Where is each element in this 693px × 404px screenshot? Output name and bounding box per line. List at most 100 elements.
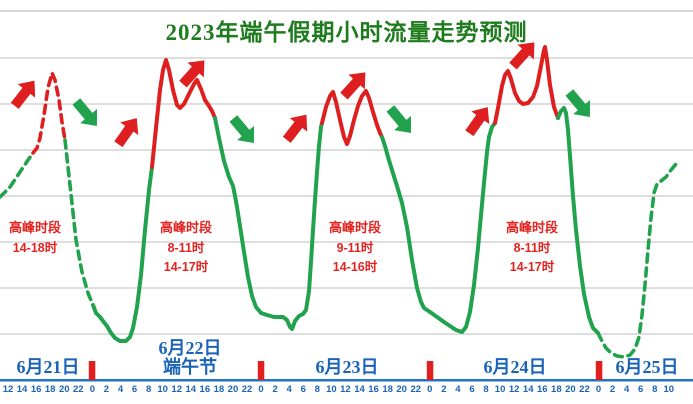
peak-period-time: 8-11时 bbox=[513, 240, 551, 255]
hour-tick-label: 22 bbox=[579, 384, 590, 395]
fall-arrow-icon bbox=[72, 98, 97, 127]
hour-tick-label: 10 bbox=[326, 384, 337, 395]
hour-tick-label: 16 bbox=[368, 384, 379, 395]
peak-period-heading: 高峰时段 bbox=[505, 220, 559, 235]
hour-tick-label: 10 bbox=[494, 384, 506, 395]
peak-period-time: 14-17时 bbox=[509, 260, 555, 274]
curve-segment-7 bbox=[380, 121, 497, 334]
curve-segment-2 bbox=[63, 138, 95, 307]
hour-tick-label: 14 bbox=[16, 384, 28, 395]
date-label: 6月21日 bbox=[17, 358, 80, 377]
date-text: 6月23日 bbox=[315, 357, 379, 377]
hour-tick-label: 16 bbox=[199, 384, 211, 395]
midnight-marker bbox=[426, 361, 434, 380]
hour-tick-label: 20 bbox=[58, 384, 70, 395]
date-label: 6月25日 bbox=[616, 358, 679, 377]
date-label: 6月23日 bbox=[316, 358, 379, 377]
rise-arrow-icon bbox=[509, 42, 535, 70]
date-label: 6月24日 bbox=[484, 358, 547, 377]
peak-period-heading: 高峰时段 bbox=[159, 220, 213, 235]
hour-tick-label: 20 bbox=[565, 384, 576, 395]
hour-tick-label: 0 bbox=[89, 384, 96, 395]
hour-tick-label: 8 bbox=[145, 384, 152, 395]
hour-tick-label: 6 bbox=[131, 384, 138, 395]
peak-period-label: 高峰时段 9-11时 14-16时 bbox=[329, 218, 381, 278]
hour-tick-label: 12 bbox=[340, 384, 351, 395]
hour-tick-label: 2 bbox=[441, 384, 447, 395]
hour-tick-label: 16 bbox=[30, 384, 42, 395]
date-text: 6月24日 bbox=[483, 357, 547, 377]
peak-period-time: 9-11时 bbox=[336, 240, 374, 255]
hour-tick-label: 22 bbox=[73, 384, 84, 395]
hour-tick-label: 14 bbox=[522, 384, 534, 395]
chart-title: 2023年端午假期小时流量走势预测 bbox=[165, 20, 528, 45]
hour-tick-label: 2 bbox=[609, 384, 616, 395]
peak-period-time: 14-17时 bbox=[163, 260, 209, 274]
rise-arrow-icon bbox=[282, 114, 308, 143]
curve-segment-8 bbox=[493, 45, 560, 125]
hour-tick-label: 18 bbox=[382, 384, 393, 395]
midnight-marker bbox=[88, 361, 96, 380]
hour-tick-label: 6 bbox=[469, 384, 475, 395]
curve-segment-9 bbox=[556, 106, 600, 335]
hour-tick-label: 14 bbox=[185, 384, 197, 395]
curve-segment-10 bbox=[596, 159, 681, 359]
curve-segment-5 bbox=[213, 116, 324, 331]
hour-tick-label: 22 bbox=[410, 384, 422, 395]
hour-tick-label: 2 bbox=[103, 384, 110, 395]
hour-tick-label: 12 bbox=[2, 384, 14, 395]
curve-segment-4 bbox=[150, 58, 217, 169]
festival-text: 端午节 bbox=[163, 357, 217, 377]
peak-period-label: 高峰时段 14-18时 bbox=[9, 218, 61, 258]
hour-tick-label: 6 bbox=[300, 384, 306, 395]
date-text: 6月21日 bbox=[16, 357, 80, 377]
midnight-marker bbox=[595, 361, 603, 380]
hour-tick-label: 18 bbox=[551, 384, 562, 395]
hour-tick-label: 18 bbox=[44, 384, 56, 395]
hour-tick-label: 12 bbox=[171, 384, 183, 395]
rise-arrow-icon bbox=[465, 107, 490, 137]
top-border-line bbox=[0, 10, 693, 12]
peak-period-time: 14-16时 bbox=[332, 260, 378, 274]
hour-tick-label: 22 bbox=[241, 384, 253, 395]
peak-period-heading: 高峰时段 bbox=[328, 220, 382, 235]
midnight-marker bbox=[257, 361, 265, 380]
hour-tick-label: 20 bbox=[396, 384, 407, 395]
hour-tick-label: 8 bbox=[483, 384, 489, 395]
hour-tick-label: 10 bbox=[157, 384, 168, 395]
peak-period-time: 8-11时 bbox=[167, 240, 205, 255]
hour-tick-label: 10 bbox=[663, 384, 675, 395]
hour-tick-label: 2 bbox=[272, 384, 278, 395]
curve-segment-0 bbox=[0, 151, 35, 199]
peak-period-heading: 高峰时段 bbox=[8, 220, 62, 235]
rise-arrow-icon bbox=[340, 72, 366, 100]
hour-tick-label: 8 bbox=[652, 384, 658, 395]
hour-tick-label: 4 bbox=[286, 384, 292, 395]
hour-tick-label: 0 bbox=[427, 384, 433, 395]
hour-tick-label: 0 bbox=[595, 384, 602, 395]
hour-tick-label: 20 bbox=[227, 384, 239, 395]
fall-arrow-icon bbox=[229, 115, 254, 144]
curve-segment-6 bbox=[320, 89, 384, 146]
rise-arrow-icon bbox=[10, 80, 36, 109]
x-axis-line bbox=[0, 379, 693, 382]
rise-arrow-icon bbox=[179, 60, 205, 88]
hour-tick-label: 16 bbox=[536, 384, 548, 395]
date-text: 6月25日 bbox=[615, 357, 679, 377]
date-text: 6月22日 bbox=[158, 338, 222, 358]
hour-tick-label: 0 bbox=[258, 384, 264, 395]
hour-tick-label: 4 bbox=[623, 384, 630, 395]
hour-tick-label: 14 bbox=[354, 384, 365, 395]
hour-tick-label: 8 bbox=[314, 384, 320, 395]
fall-arrow-icon bbox=[386, 105, 411, 134]
peak-period-label: 高峰时段 8-11时 14-17时 bbox=[506, 218, 558, 278]
date-label: 6月22日 端午节 bbox=[159, 339, 222, 377]
peak-period-time: 14-18时 bbox=[12, 240, 58, 255]
hour-tick-label: 4 bbox=[117, 384, 124, 395]
curve-segment-3 bbox=[91, 165, 154, 343]
fall-arrow-icon bbox=[565, 89, 590, 118]
rise-arrow-icon bbox=[114, 118, 139, 148]
hour-tick-label: 18 bbox=[213, 384, 225, 395]
